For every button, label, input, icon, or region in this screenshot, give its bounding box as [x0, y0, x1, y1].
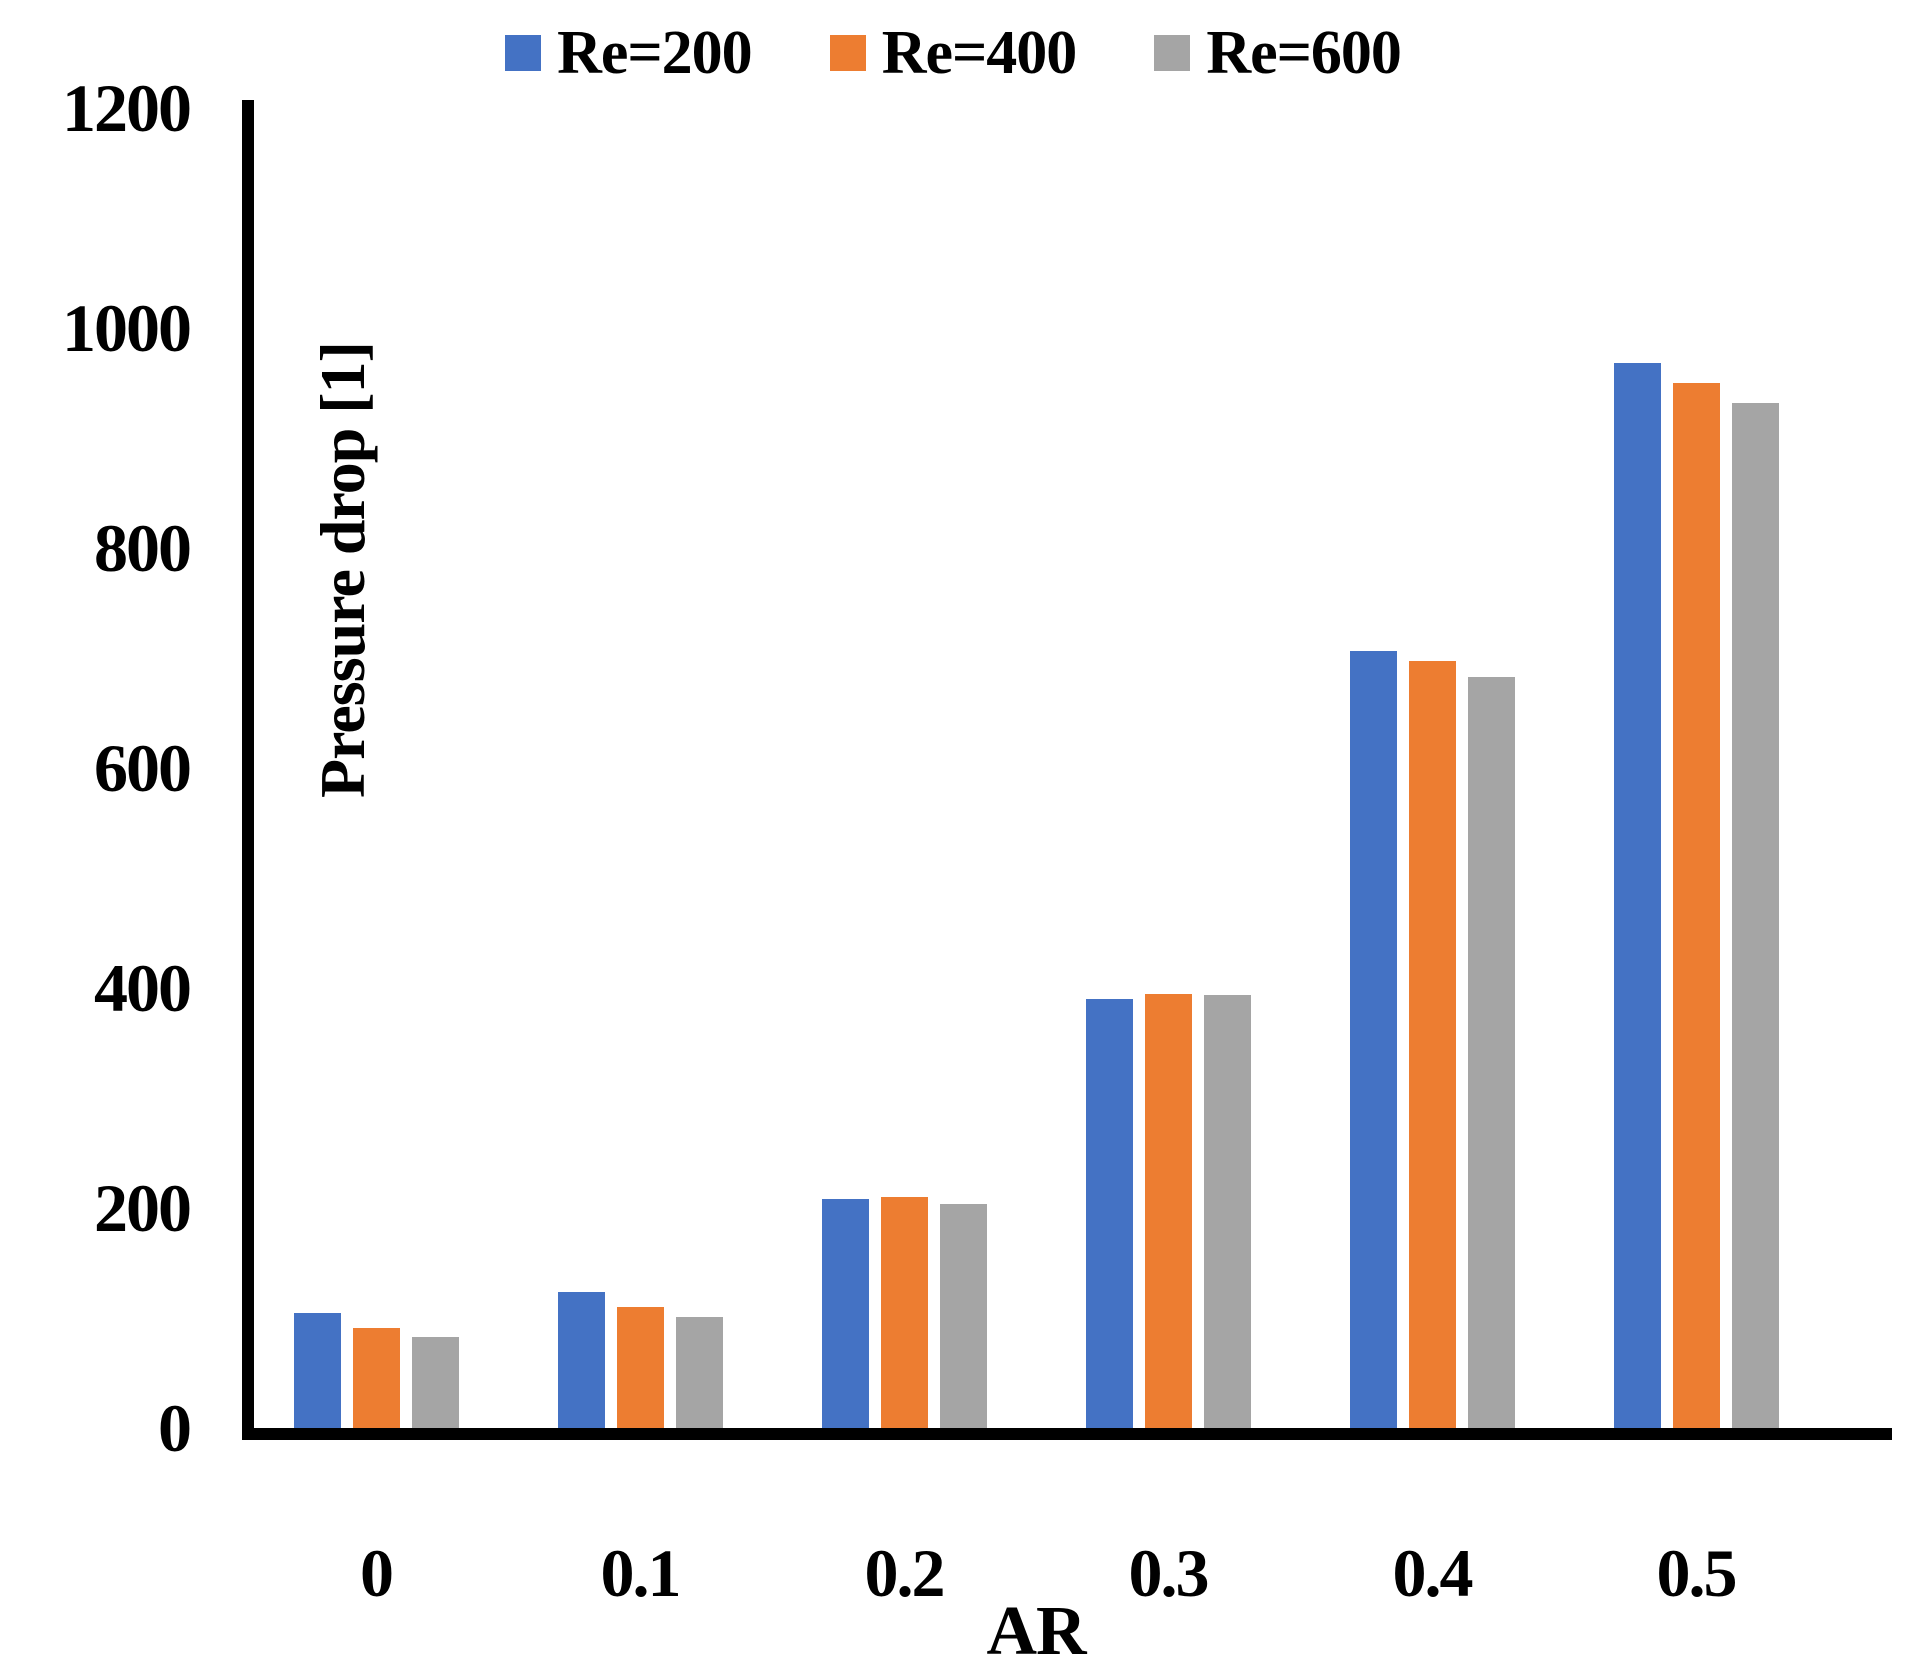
bar-re200-ar0.3	[1085, 999, 1133, 1428]
legend-swatch-re400	[829, 35, 866, 71]
bar-re400-ar0.1	[616, 1307, 664, 1428]
bar-re400-ar0.4	[1408, 661, 1456, 1428]
category-group-ar0.3	[1036, 108, 1300, 1428]
y-axis-line	[242, 100, 254, 1440]
legend-swatch-re600	[1154, 35, 1191, 71]
bar-re600-ar0.5	[1731, 402, 1779, 1428]
x-axis-line	[242, 1428, 1892, 1440]
bar-re600-ar0.1	[675, 1316, 723, 1428]
x-tick-label: 0.5	[1656, 1535, 1738, 1611]
legend-label: Re=400	[881, 19, 1078, 87]
category-group-ar0.2	[772, 108, 1036, 1428]
bar-re400-ar0.2	[880, 1197, 928, 1428]
legend-item-re400: Re=400	[829, 19, 1078, 87]
bar-re200-ar0.2	[821, 1199, 869, 1428]
y-tick-label: 800	[94, 510, 192, 586]
y-tick-labels: 0 200 400 600 800 1000 1200	[0, 74, 192, 1462]
bar-re200-ar0	[293, 1312, 341, 1428]
category-group-ar0.4	[1300, 108, 1564, 1428]
bar-re600-ar0.3	[1203, 994, 1251, 1428]
y-tick-label: 200	[94, 1170, 192, 1246]
category-group-ar0.1	[508, 108, 772, 1428]
bar-re400-ar0.3	[1144, 993, 1192, 1428]
category-group-ar0.5	[1564, 108, 1828, 1428]
y-tick-label: 600	[94, 730, 192, 806]
bar-re600-ar0.2	[939, 1203, 987, 1428]
bar-re200-ar0.4	[1349, 651, 1397, 1428]
bar-re200-ar0.1	[557, 1291, 605, 1428]
legend-label: Re=600	[1206, 19, 1402, 87]
x-tick-label: 0.4	[1392, 1535, 1474, 1611]
y-tick-label: 1200	[62, 70, 192, 146]
legend-swatch-re200	[505, 35, 542, 71]
y-tick-label: 400	[94, 950, 192, 1026]
bar-re200-ar0.5	[1613, 363, 1661, 1428]
x-axis-title: AR	[986, 1593, 1086, 1670]
legend-item-re600: Re=600	[1154, 19, 1402, 87]
x-tick-label: 0.2	[864, 1535, 946, 1611]
legend-item-re200: Re=200	[505, 19, 753, 87]
y-tick-label: 1000	[62, 290, 192, 366]
x-tick-label: 0.3	[1128, 1535, 1210, 1611]
legend-label: Re=200	[557, 19, 753, 87]
bars-area	[244, 108, 1828, 1428]
x-tick-labels: 0 0.1 0.2 0.3 0.4 0.5	[244, 1528, 1828, 1618]
legend: Re=200 Re=400 Re=600	[0, 22, 1906, 84]
category-group-ar0	[244, 108, 508, 1428]
bar-re400-ar0	[352, 1327, 400, 1428]
bar-re600-ar0	[411, 1336, 459, 1428]
bar-re600-ar0.4	[1467, 676, 1515, 1428]
x-tick-label: 0.1	[600, 1535, 682, 1611]
y-tick-label: 0	[158, 1390, 192, 1466]
bar-re400-ar0.5	[1672, 383, 1720, 1428]
x-tick-label: 0	[360, 1535, 394, 1611]
